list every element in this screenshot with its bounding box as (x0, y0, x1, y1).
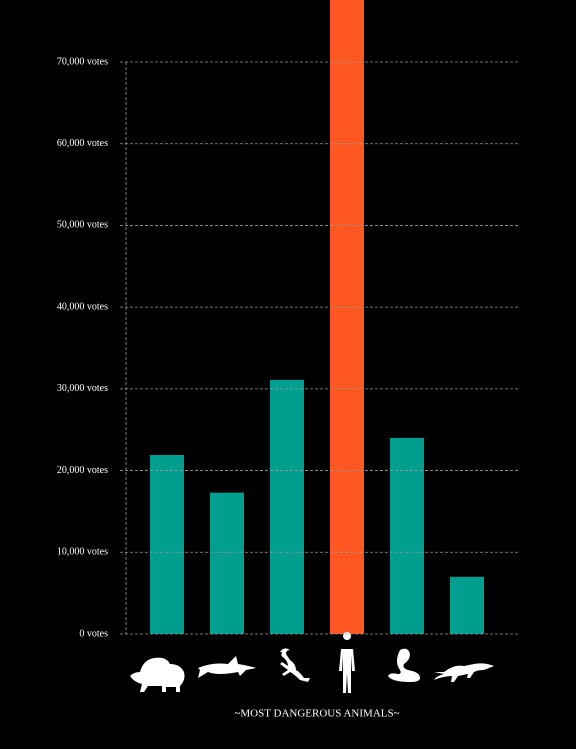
bar (150, 455, 184, 634)
y-tick-label: 20,000 votes (57, 465, 108, 476)
y-tick-label: 0 votes (79, 628, 108, 639)
y-tick-label: 50,000 votes (57, 220, 108, 231)
bar (210, 492, 244, 634)
y-tick-label: 40,000 votes (57, 301, 108, 312)
cobra-icon (388, 648, 420, 682)
chart-title: ~MOST DANGEROUS ANIMALS~ (234, 708, 399, 720)
scorpion-icon (280, 648, 310, 682)
bar (270, 379, 304, 634)
bar (330, 0, 364, 634)
bars (150, 0, 484, 634)
human-icon (339, 632, 355, 693)
bar (390, 437, 424, 634)
crocodile-icon (434, 663, 494, 682)
shark-icon (198, 656, 256, 678)
bar (450, 576, 484, 634)
y-tick-label: 30,000 votes (57, 383, 108, 394)
y-tick-label: 70,000 votes (57, 56, 108, 67)
icons (130, 632, 494, 693)
y-tick-label: 10,000 votes (57, 547, 108, 558)
y-tick-label: 60,000 votes (57, 138, 108, 149)
lion-icon (130, 657, 185, 692)
